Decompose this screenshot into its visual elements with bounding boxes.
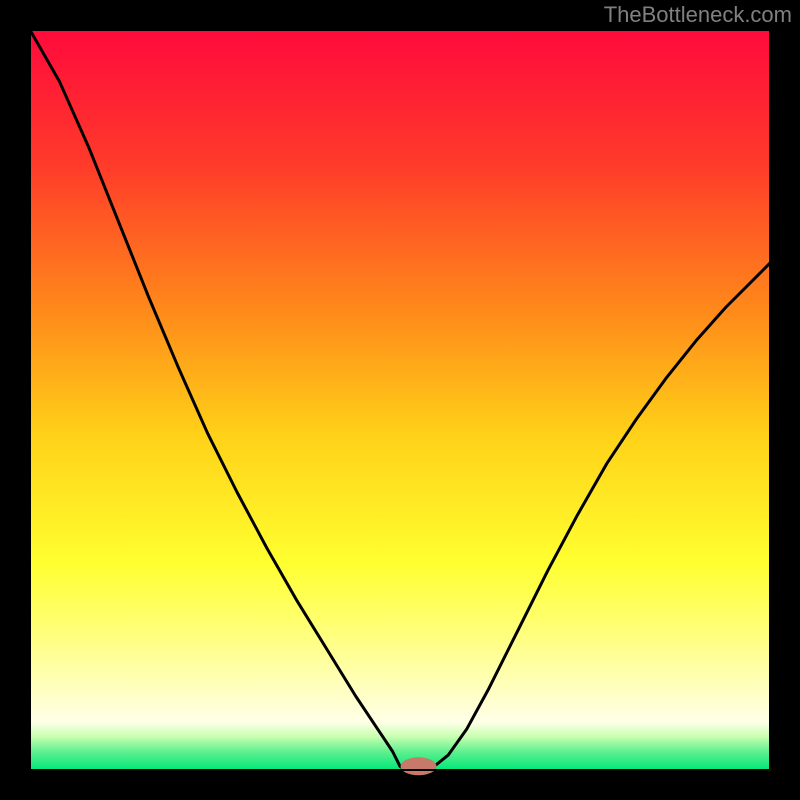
bottleneck-chart [0,0,800,800]
chart-background [30,30,770,770]
watermark-text: TheBottleneck.com [604,2,792,28]
optimal-marker [401,757,437,775]
